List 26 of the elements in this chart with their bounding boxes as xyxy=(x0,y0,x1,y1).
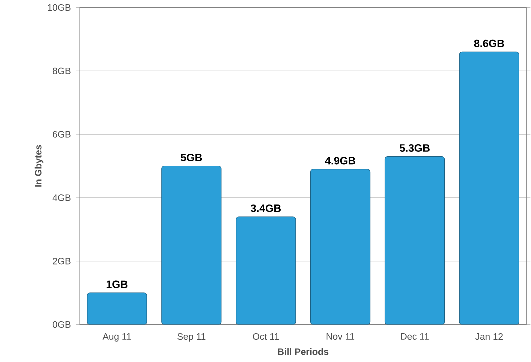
data-label: 5.3GB xyxy=(400,144,430,152)
x-tick-label: Dec 11 xyxy=(401,334,429,340)
x-tick-label: Nov 11 xyxy=(326,334,355,340)
y-tick-label: 4GB xyxy=(52,194,71,202)
y-tick-label: 6GB xyxy=(53,131,71,138)
x-tick-label: Sep 11 xyxy=(178,334,206,342)
y-tick-label: 2GB xyxy=(53,258,71,265)
bar xyxy=(310,169,371,325)
data-label: 3.4GB xyxy=(250,204,282,212)
bar xyxy=(162,166,222,325)
x-tick-label: Aug 11 xyxy=(102,334,132,342)
bar xyxy=(459,52,520,325)
x-axis-title: Bill Periods xyxy=(278,348,329,356)
y-axis-title: In Gbytes xyxy=(34,145,44,188)
y-tick-label: 0GB xyxy=(52,322,71,328)
data-label: 5GB xyxy=(181,154,202,162)
bar xyxy=(236,216,296,325)
bar xyxy=(384,156,446,325)
bar xyxy=(87,292,148,325)
y-tick-label: 8GB xyxy=(53,68,71,75)
y-tick-label: 10GB xyxy=(48,4,71,12)
data-label: 1GB xyxy=(106,280,128,288)
x-tick-label: Jan 12 xyxy=(476,334,503,340)
data-label: 4.9GB xyxy=(325,157,356,165)
data-label: 8.6GB xyxy=(474,40,504,48)
x-tick-label: Oct 11 xyxy=(253,334,280,340)
